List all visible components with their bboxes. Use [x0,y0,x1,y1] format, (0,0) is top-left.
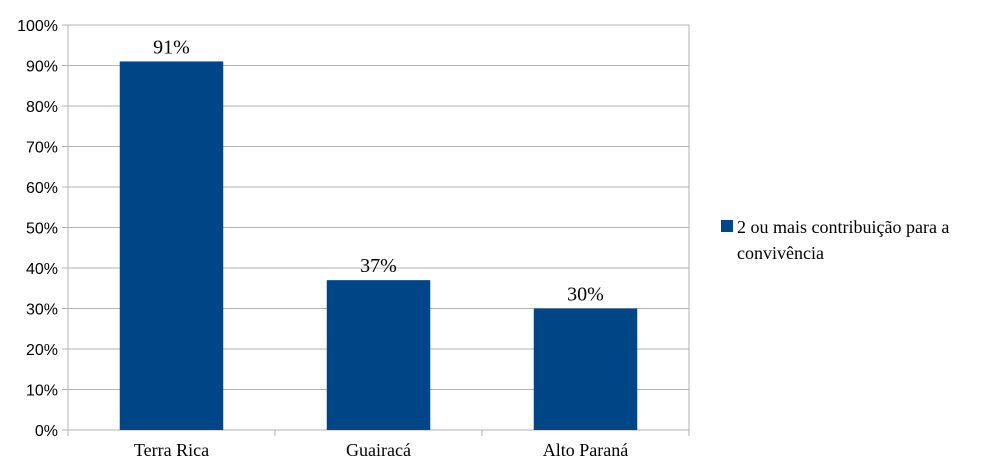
y-tick-label: 20% [26,342,58,359]
y-tick-label: 90% [26,59,58,76]
data-label: 30% [567,284,604,306]
y-tick-label: 40% [26,261,58,278]
y-tick-label: 80% [26,99,58,116]
y-tick-label: 70% [26,140,58,157]
legend: 2 ou mais contribuição para a convivênci… [721,217,949,263]
bars [119,61,638,430]
bar-terra-rica [119,61,224,430]
x-category-label: Guairacá [346,440,411,460]
x-category-label: Alto Paraná [543,440,628,460]
y-tick-label: 30% [26,302,58,319]
y-tick-label: 0% [35,423,58,440]
y-tick-label: 100% [17,18,58,35]
data-label: 91% [153,36,190,58]
x-category-label: Terra Rica [134,440,209,460]
labels: 0% 10% 20% 30% 40% 50% 60% 70% 80% 90% 100% 91% Terr… [17,18,628,460]
legend-label-line-1: 2 ou mais contribuição para a [737,217,949,237]
bar-alto-paran- [533,308,638,430]
y-tick-label: 60% [26,180,58,197]
bar-guairac- [326,280,431,430]
legend-label-line-2: convivência [737,243,824,263]
legend-swatch [721,220,733,232]
y-tick-label: 10% [26,383,58,400]
data-label: 37% [360,255,397,277]
y-tick-label: 50% [26,221,58,238]
